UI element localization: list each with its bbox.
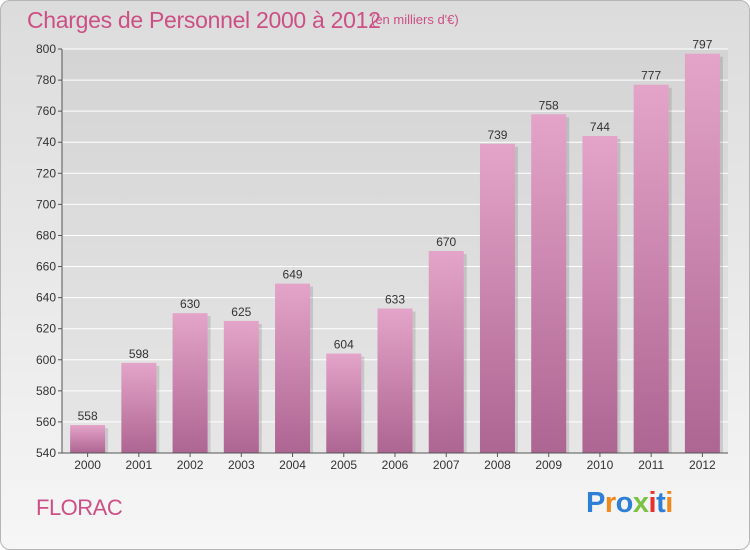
data-label-2011: 777	[641, 69, 661, 83]
x-tick-label-2009: 2009	[535, 458, 562, 472]
logo-letter: P	[586, 487, 605, 519]
logo-letter: i	[648, 487, 657, 519]
data-label-2009: 758	[539, 98, 559, 112]
x-tick-label-2004: 2004	[279, 458, 306, 472]
bar-2001	[121, 362, 157, 453]
x-tick-label-2002: 2002	[177, 458, 204, 472]
bar-2002	[172, 313, 208, 453]
logo-letter: i	[665, 487, 673, 519]
x-tick-label-2003: 2003	[228, 458, 255, 472]
y-tick-label: 760	[36, 104, 56, 118]
proxiti-logo: Proxiti	[586, 487, 673, 520]
logo-letter: t	[656, 487, 666, 519]
y-tick-label: 640	[36, 291, 56, 305]
logo-letter: o	[615, 487, 634, 519]
y-tick-label: 740	[36, 135, 56, 149]
x-tick-label-2008: 2008	[484, 458, 511, 472]
data-label-2008: 739	[487, 128, 507, 142]
bar-2008	[479, 143, 515, 454]
chart-title: Charges de Personnel 2000 à 2012	[27, 7, 381, 33]
data-label-2004: 649	[283, 268, 303, 282]
x-tick-label-2001: 2001	[125, 458, 152, 472]
logo-letter: x	[632, 487, 649, 519]
data-label-2000: 558	[78, 409, 98, 423]
y-tick-label: 780	[36, 73, 56, 87]
data-label-2006: 633	[385, 292, 405, 306]
data-label-2001: 598	[129, 347, 149, 361]
x-tick-label-2005: 2005	[330, 458, 357, 472]
data-label-2002: 630	[180, 297, 200, 311]
y-tick-label: 800	[36, 42, 56, 56]
bar-2011	[633, 84, 669, 453]
y-tick-label: 720	[36, 166, 56, 180]
commune-name: FLORAC	[36, 495, 123, 520]
bar-2007	[428, 251, 464, 453]
x-tick-label-2006: 2006	[382, 458, 409, 472]
y-tick-label: 580	[36, 384, 56, 398]
bar-2004	[275, 283, 311, 453]
logo-letter: r	[604, 487, 616, 519]
chart-subtitle: (en milliers d'€)	[371, 12, 459, 27]
data-label-2012: 797	[692, 38, 712, 52]
y-tick-label: 540	[36, 446, 56, 460]
bar-2006	[377, 308, 413, 453]
bar-2003	[223, 320, 259, 453]
bar-2010	[582, 136, 618, 453]
x-tick-label-2000: 2000	[74, 458, 101, 472]
bar-2012	[684, 53, 720, 454]
data-label-2003: 625	[231, 305, 251, 319]
y-tick-label: 700	[36, 197, 56, 211]
bar-2005	[326, 353, 362, 453]
data-label-2005: 604	[334, 338, 354, 352]
x-tick-label-2011: 2011	[638, 458, 664, 472]
data-label-2010: 744	[590, 120, 610, 134]
x-tick-label-2010: 2010	[587, 458, 614, 472]
bar-2009	[531, 114, 567, 453]
y-tick-label: 560	[36, 415, 56, 429]
y-tick-label: 660	[36, 260, 56, 274]
y-tick-label: 680	[36, 228, 56, 242]
y-tick-label: 600	[36, 353, 56, 367]
x-tick-label-2012: 2012	[689, 458, 716, 472]
bars: 558 598 630 625 649 604 633 670 739 758 744 777 797	[70, 38, 723, 454]
x-tick-label-2007: 2007	[433, 458, 460, 472]
data-label-2007: 670	[436, 235, 456, 249]
y-tick-label: 620	[36, 322, 56, 336]
bar-2000	[70, 425, 106, 453]
axes: 540 560 580 600 620 640 660 680 700 720 740 760 780 8…	[36, 42, 728, 472]
